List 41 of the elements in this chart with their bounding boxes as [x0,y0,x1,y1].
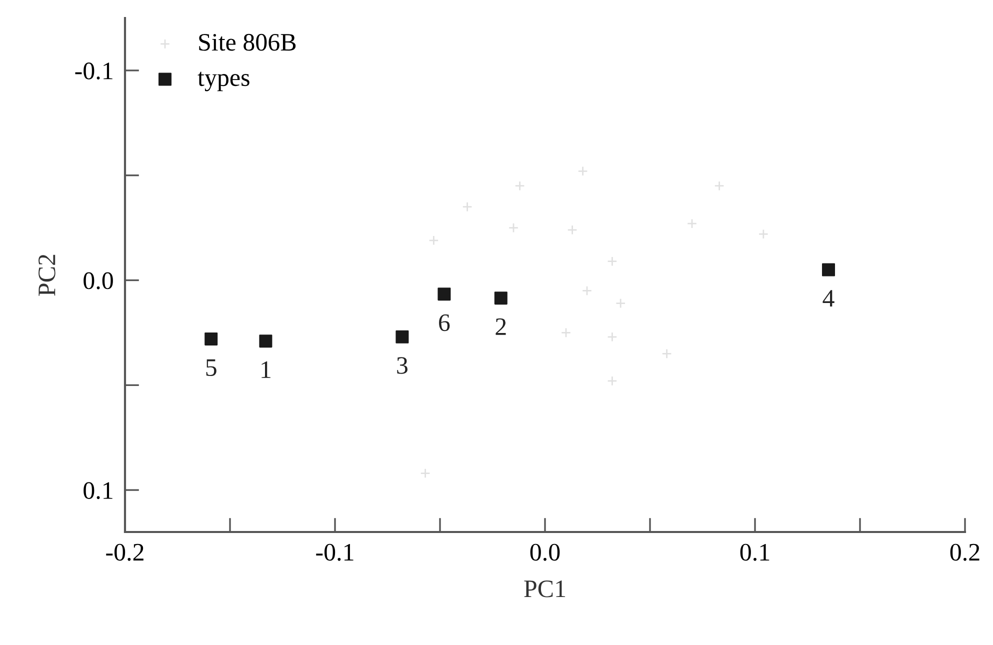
point [567,224,578,235]
point [758,229,768,240]
x-tick-label: 0.2 [950,544,980,561]
point [494,292,508,305]
point [607,256,618,266]
point [514,180,525,191]
point [420,468,430,478]
annotation: 5 [206,359,216,376]
point [396,330,409,344]
annotation: 4 [822,290,834,307]
annotation: 1 [262,361,270,378]
y-tick-label: 0.0 [84,272,113,290]
legend-label: Site 806B [199,34,296,51]
point [616,298,626,308]
point [686,218,698,229]
point [259,334,272,348]
point [582,286,592,296]
point [607,376,618,386]
point [578,166,588,176]
y-tick-label: 0.1 [84,482,112,500]
point [428,235,439,246]
point [438,288,451,301]
point [508,222,519,233]
point [714,180,724,191]
annotation: 6 [439,314,450,332]
y-axis-title: PC2 [38,254,56,296]
point [560,328,572,338]
annotation: 2 [496,318,506,335]
point [662,348,672,359]
point [822,263,836,276]
x-tick-label: 0.1 [740,544,770,561]
x-tick-label: 0.0 [530,544,560,561]
x-axis-title: PC1 [524,580,566,598]
legend-label: types [198,72,250,92]
point [607,332,618,342]
annotation: 3 [397,357,408,374]
y-tick-label: -0.1 [75,62,112,80]
point [462,202,472,212]
point [204,332,218,346]
x-tick-label: -0.2 [106,544,144,561]
x-tick-label: -0.1 [316,544,354,561]
